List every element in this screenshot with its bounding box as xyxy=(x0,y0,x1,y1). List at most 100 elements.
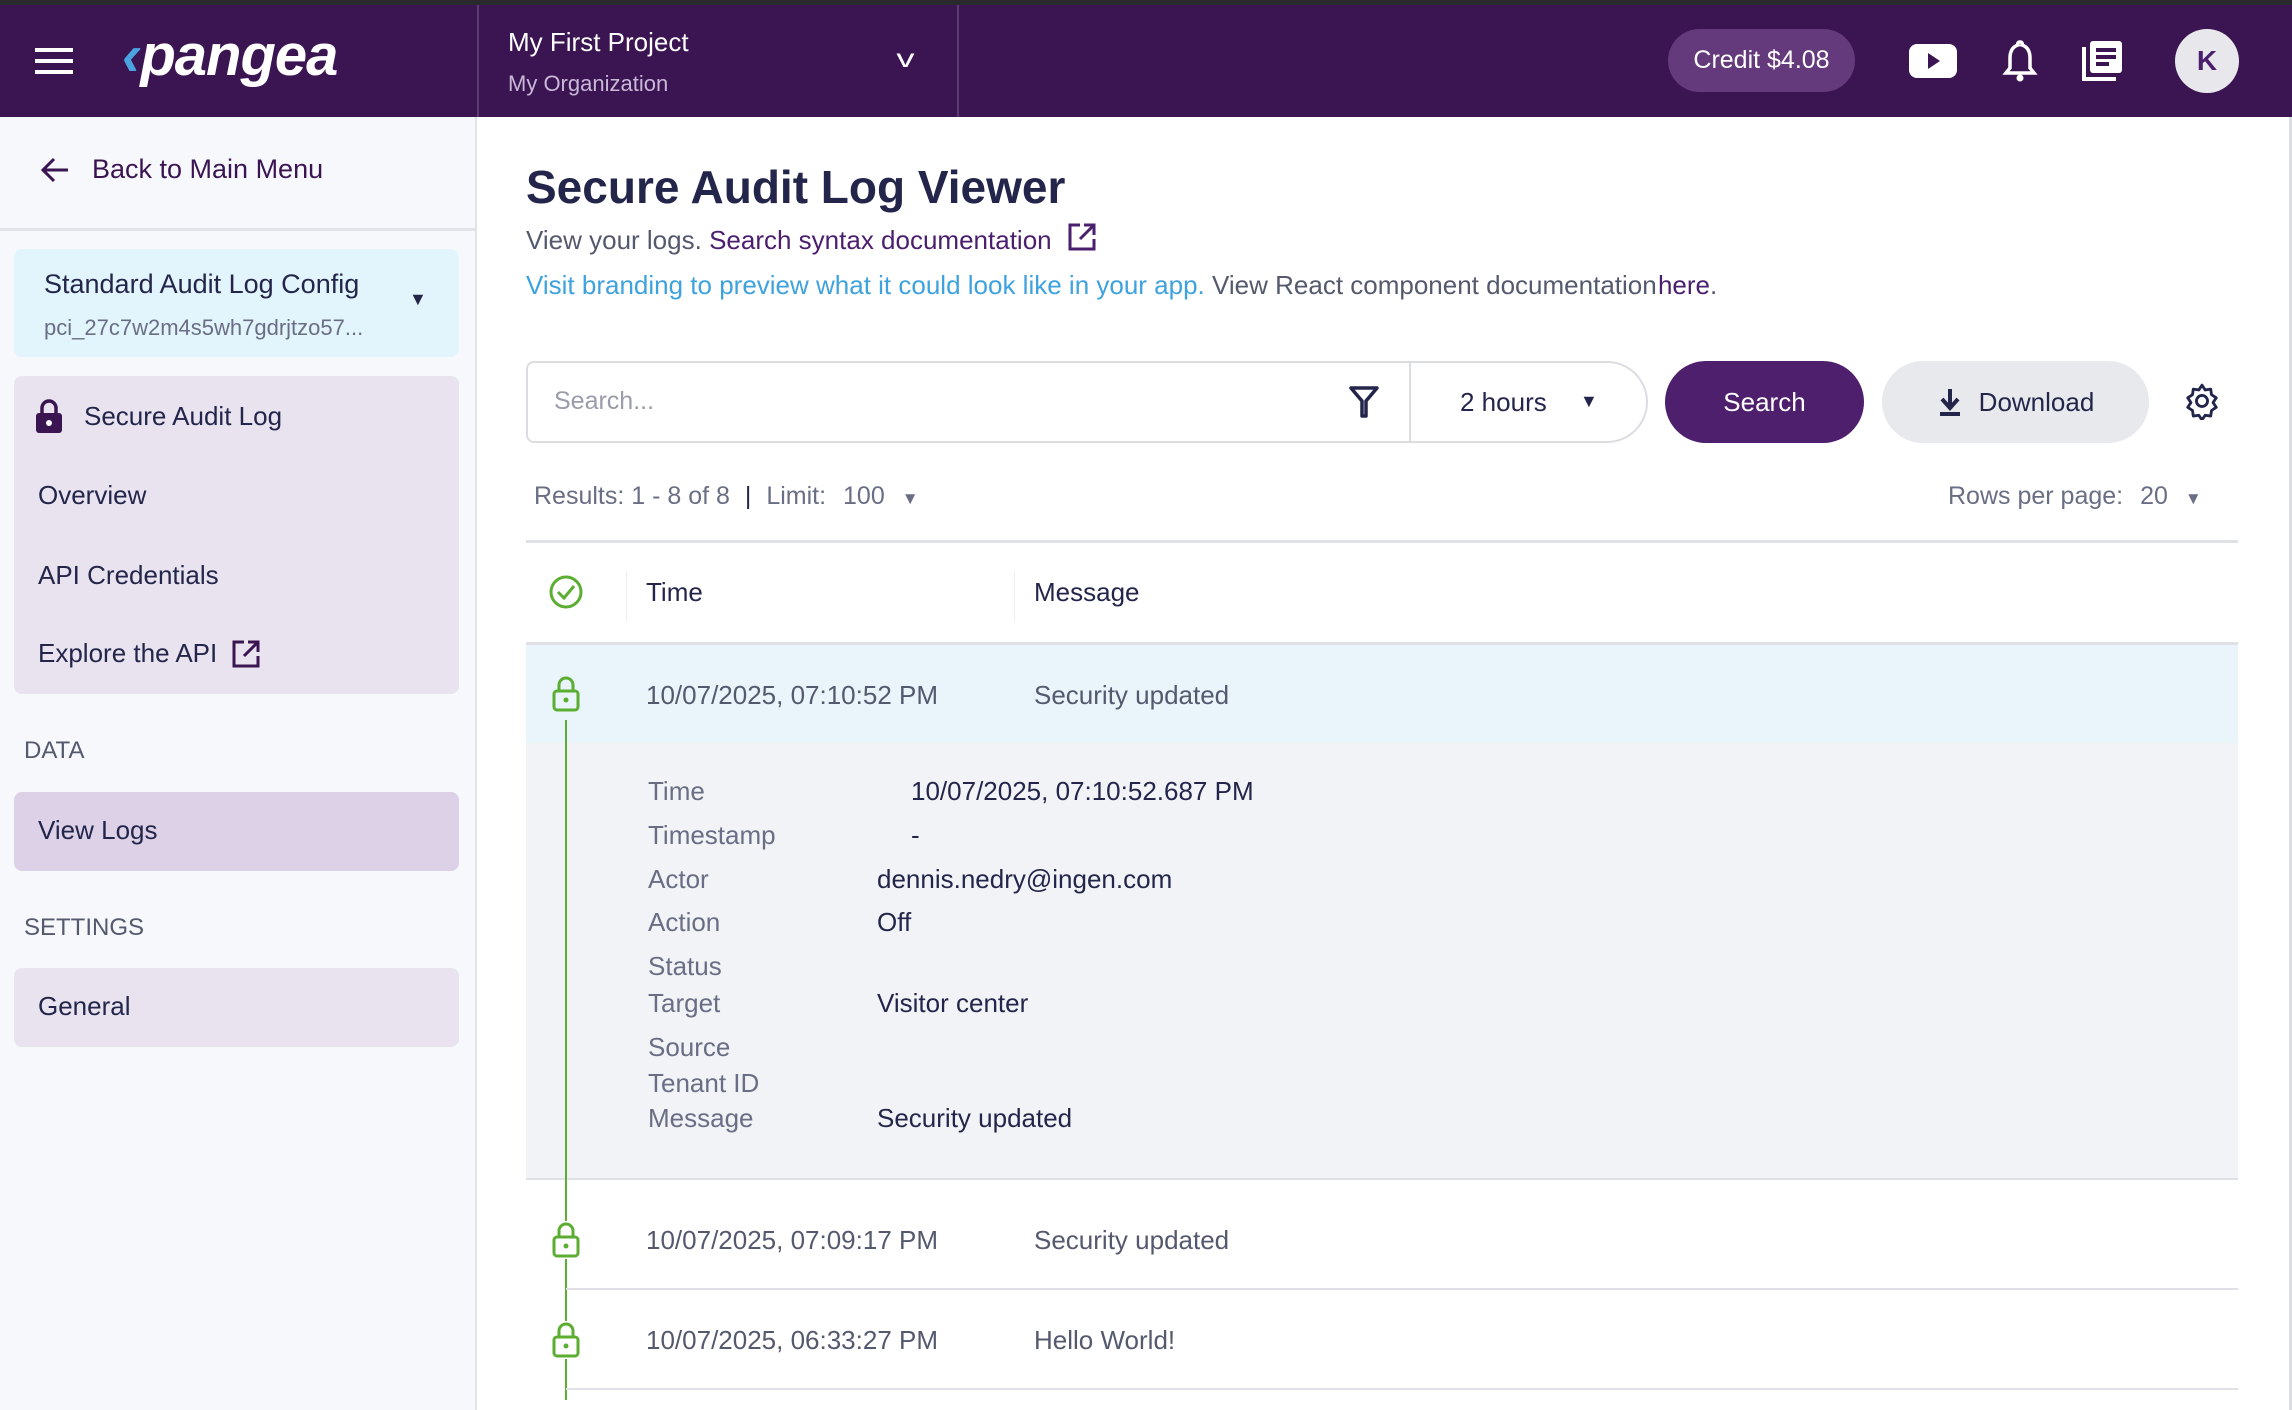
detail-value: Visitor center xyxy=(877,988,1029,1018)
caret-down-icon[interactable]: ▼ xyxy=(1580,391,1598,411)
table-top-border xyxy=(526,540,2238,543)
external-link-icon[interactable] xyxy=(1067,222,1097,252)
react-doc-link[interactable]: here xyxy=(1657,270,1710,300)
page-title: Secure Audit Log Viewer xyxy=(526,161,1066,213)
credit-button[interactable]: Credit $4.08 xyxy=(1668,29,1855,92)
config-selector[interactable]: Standard Audit Log Config pci_27c7w2m4s5… xyxy=(14,249,459,357)
detail-label: Source xyxy=(648,1032,731,1062)
project-selector[interactable]: My First Project My Organization v xyxy=(477,5,959,117)
detail-value: Off xyxy=(877,907,912,937)
detail-label: Timestamp xyxy=(648,820,776,850)
external-link-icon xyxy=(232,640,260,667)
download-label: Download xyxy=(1978,386,2095,417)
row-message[interactable]: Security updated xyxy=(1034,1225,1230,1255)
arrow-left-icon xyxy=(40,157,68,182)
subtitle-text: View your logs. xyxy=(526,225,702,255)
search-bar: Search... 2 hours ▼ xyxy=(526,361,1648,443)
youtube-icon[interactable] xyxy=(1907,35,1959,87)
detail-label: Time xyxy=(648,776,705,806)
sidebar-item-overview[interactable]: Overview xyxy=(38,480,146,511)
lock-verified-icon[interactable] xyxy=(551,1321,581,1359)
detail-label: Tenant ID xyxy=(648,1068,760,1098)
window-top-strip xyxy=(0,0,2292,5)
time-range-select[interactable]: 2 hours xyxy=(1460,387,1547,417)
branding-link[interactable]: Visit branding to preview what it could … xyxy=(526,270,1205,300)
verified-check-icon[interactable] xyxy=(548,574,584,610)
search-divider xyxy=(1409,363,1411,441)
docs-icon[interactable] xyxy=(2076,35,2128,87)
caret-down-icon[interactable]: ▼ xyxy=(2184,489,2202,508)
sidebar-item-view-logs[interactable]: View Logs xyxy=(14,792,459,871)
column-header-message[interactable]: Message xyxy=(1034,577,1140,607)
react-doc-text: View React component documentation xyxy=(1212,270,1657,300)
sidebar-item-label: Overview xyxy=(38,480,147,510)
bell-icon[interactable] xyxy=(1994,35,2046,87)
row-time: 10/07/2025, 07:10:52 PM xyxy=(646,680,939,710)
project-name: My First Project xyxy=(508,27,689,57)
row-border xyxy=(566,1388,2238,1390)
detail-value: 10/07/2025, 07:10:52.687 PM xyxy=(911,776,1254,806)
detail-label: Status xyxy=(648,951,722,981)
limit-label: Limit: xyxy=(766,482,827,510)
sidebar-item-explore-api[interactable]: Explore the API xyxy=(38,638,261,669)
table-row-expanded[interactable] xyxy=(526,645,2238,743)
section-data: DATA xyxy=(24,737,85,764)
column-header-time[interactable]: Time xyxy=(646,577,703,607)
results-summary: Results: 1 - 8 of 8 | Limit: 100 ▼ xyxy=(534,482,919,510)
chevron-down-icon: v xyxy=(896,43,915,73)
verification-chain-line xyxy=(565,720,567,1400)
back-label: Back to Main Menu xyxy=(92,154,324,184)
period: . xyxy=(1709,270,1718,300)
sidebar-item-label: API Credentials xyxy=(38,560,219,590)
search-syntax-link[interactable]: Search syntax documentation xyxy=(709,225,1052,255)
secure-audit-log-group: Secure Audit Log Overview API Credential… xyxy=(14,376,459,694)
detail-value: - xyxy=(911,820,920,850)
detail-label: Target xyxy=(648,988,721,1018)
row-border xyxy=(566,1288,2238,1290)
detail-label: Message xyxy=(648,1103,754,1133)
lock-verified-icon[interactable] xyxy=(551,1221,581,1259)
sidebar-item-secure-audit-log[interactable]: Secure Audit Log xyxy=(34,398,282,434)
sidebar-item-label: Explore the API xyxy=(38,638,218,668)
section-settings: SETTINGS xyxy=(24,914,145,941)
rows-per-page-label: Rows per page: xyxy=(1948,482,2124,510)
lock-verified-icon[interactable] xyxy=(551,675,581,713)
organization-name: My Organization xyxy=(508,71,669,96)
gear-icon[interactable] xyxy=(2183,382,2221,420)
avatar[interactable]: K xyxy=(2175,29,2239,93)
sidebar-item-label: General xyxy=(38,991,131,1021)
row-message[interactable]: Hello World! xyxy=(1034,1325,1176,1355)
sidebar-item-api-credentials[interactable]: API Credentials xyxy=(38,560,219,591)
row-time[interactable]: 10/07/2025, 06:33:27 PM xyxy=(646,1325,939,1355)
config-name: Standard Audit Log Config xyxy=(44,269,360,299)
page-scrollbar[interactable] xyxy=(2289,117,2292,1410)
detail-value: dennis.nedry@ingen.com xyxy=(877,864,1173,894)
config-id: pci_27c7w2m4s5wh7gdrjtzo57... xyxy=(44,315,364,340)
download-button[interactable]: Download xyxy=(1882,361,2149,443)
sidebar-item-label: Secure Audit Log xyxy=(84,400,283,431)
limit-select[interactable]: 100 xyxy=(843,482,885,510)
detail-value: Security updated xyxy=(877,1103,1073,1133)
rows-per-page: Rows per page: 20 ▼ xyxy=(1948,482,2202,511)
search-input[interactable]: Search... xyxy=(554,387,655,415)
branding-line: Visit branding to preview what it could … xyxy=(526,270,1717,301)
results-count: Results: 1 - 8 of 8 xyxy=(534,482,730,510)
sidebar-item-general[interactable]: General xyxy=(14,968,459,1047)
rows-per-page-select[interactable]: 20 xyxy=(2140,482,2168,510)
detail-label: Actor xyxy=(648,864,709,894)
back-to-main-menu[interactable]: Back to Main Menu xyxy=(40,154,323,185)
sidebar: Back to Main Menu Standard Audit Log Con… xyxy=(0,117,477,1410)
row-time[interactable]: 10/07/2025, 07:09:17 PM xyxy=(646,1225,939,1255)
row-message: Security updated xyxy=(1034,680,1230,710)
sidebar-divider xyxy=(0,228,475,231)
filter-icon[interactable] xyxy=(1348,385,1380,419)
lock-icon xyxy=(36,399,62,433)
pangea-logo[interactable]: ‹pangea xyxy=(122,23,338,88)
caret-down-icon[interactable]: ▼ xyxy=(901,489,919,508)
caret-down-icon: ▼ xyxy=(409,289,427,309)
search-button[interactable]: Search xyxy=(1665,361,1864,443)
row-detail-panel xyxy=(526,743,2238,1180)
menu-icon[interactable] xyxy=(35,48,73,74)
sidebar-item-label: View Logs xyxy=(38,815,158,845)
subtitle: View your logs. Search syntax documentat… xyxy=(526,222,1097,256)
